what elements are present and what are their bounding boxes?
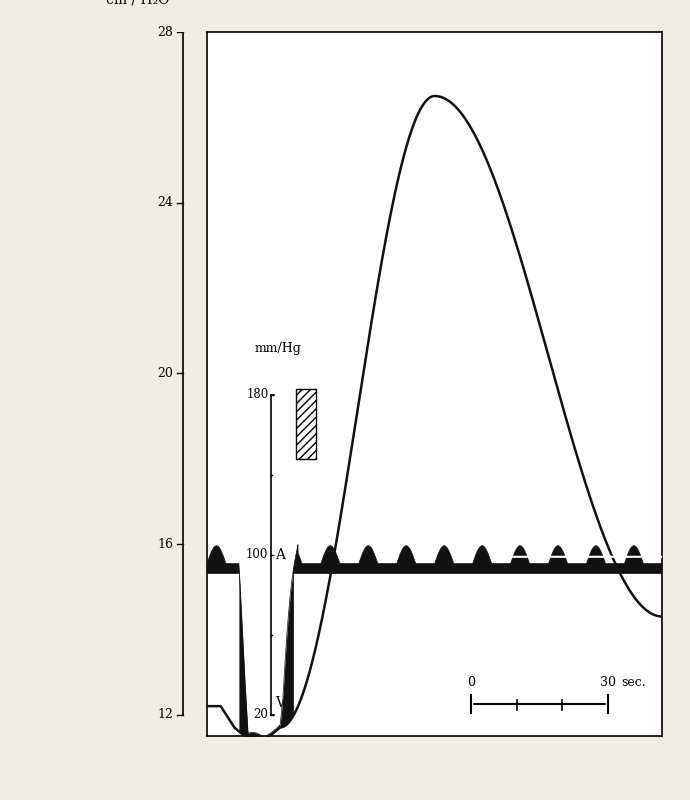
Text: A: A [275,548,285,562]
Text: 180: 180 [246,388,268,401]
Text: 16: 16 [157,538,173,550]
Bar [296,389,316,458]
Text: 30: 30 [600,676,615,689]
Text: 24: 24 [157,196,173,209]
Text: 20: 20 [254,708,268,721]
Text: 0: 0 [467,676,475,689]
Text: mm/Hg: mm/Hg [255,342,302,354]
Text: V: V [275,696,285,710]
Text: 20: 20 [157,367,173,380]
Text: 12: 12 [157,708,173,721]
Text: sec.: sec. [622,676,646,689]
Text: 28: 28 [157,26,173,38]
Text: cm / H₂O: cm / H₂O [106,0,169,6]
Text: 100: 100 [246,548,268,561]
